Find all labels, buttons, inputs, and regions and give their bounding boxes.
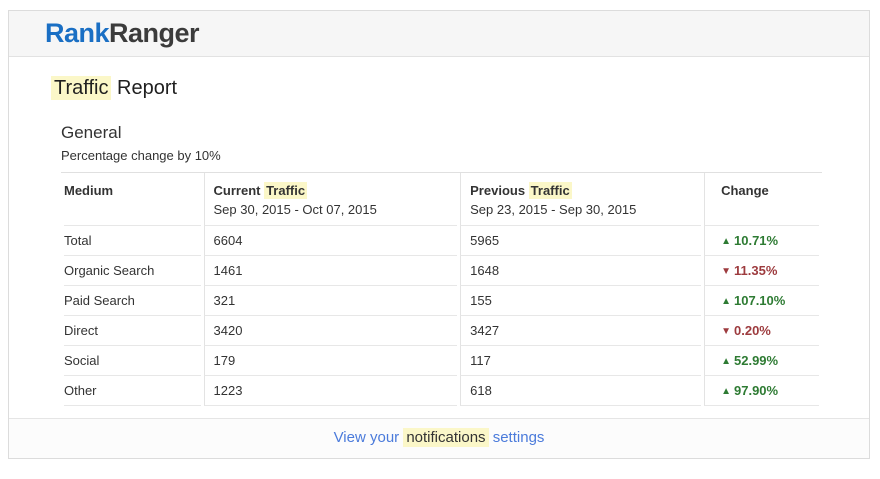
change-percent: 97.90% (734, 383, 779, 398)
current-cell: 321 (203, 286, 458, 316)
notification-settings-link[interactable]: View your notifications settings (333, 428, 545, 447)
change-value: ▲ 52.99% (721, 353, 778, 368)
column-header-previous: Previous Traffic Sep 23, 2015 - Sep 30, … (460, 173, 702, 226)
change-value: ▼ 0.20% (721, 323, 771, 338)
title-highlighted-word: Traffic (51, 76, 112, 100)
column-header-change: Change (704, 173, 819, 226)
trend-arrow-icon: ▼ (721, 326, 731, 337)
change-value: ▲ 97.90% (721, 383, 778, 398)
previous-label-prefix: Previous (470, 183, 529, 198)
change-cell: ▼ 11.35% (704, 256, 819, 286)
change-cell: ▲ 10.71% (704, 226, 819, 256)
column-header-current: Current Traffic Sep 30, 2015 - Oct 07, 2… (203, 173, 458, 226)
previous-cell: 117 (460, 346, 702, 376)
medium-cell: Direct (64, 316, 201, 346)
rankranger-logo[interactable]: RankRanger (45, 18, 200, 49)
report-content: Traffic Report General Percentage change… (9, 57, 869, 406)
page-title: Traffic Report (51, 76, 822, 100)
table-row: Total 6604 5965 ▲ 10.71% (64, 226, 819, 256)
current-traffic-label: Current Traffic (214, 182, 308, 199)
trend-arrow-icon: ▼ (721, 266, 731, 277)
previous-traffic-label: Previous Traffic (470, 182, 572, 199)
current-cell: 1223 (203, 376, 458, 406)
table-row: Social 179 117 ▲ 52.99% (64, 346, 819, 376)
medium-cell: Social (64, 346, 201, 376)
change-percent: 52.99% (734, 353, 779, 368)
current-label-highlight: Traffic (264, 182, 308, 199)
change-cell: ▲ 107.10% (704, 286, 819, 316)
logo-text-rank: Rank (45, 18, 110, 48)
previous-cell: 1648 (460, 256, 702, 286)
trend-arrow-icon: ▲ (721, 236, 731, 247)
change-cell: ▼ 0.20% (704, 316, 819, 346)
section-subtitle: Percentage change by 10% (61, 148, 221, 163)
trend-arrow-icon: ▲ (721, 296, 731, 307)
current-cell: 179 (203, 346, 458, 376)
change-percent: 11.35% (734, 263, 778, 278)
trend-arrow-icon: ▲ (721, 356, 731, 367)
current-cell: 6604 (203, 226, 458, 256)
previous-cell: 5965 (460, 226, 702, 256)
title-rest: Report (111, 77, 178, 99)
table-header-row: Medium Current Traffic Sep 30, 2015 - Oc… (64, 173, 819, 226)
previous-label-highlight: Traffic (528, 182, 572, 199)
medium-cell: Other (64, 376, 201, 406)
change-cell: ▲ 97.90% (704, 376, 819, 406)
report-card: RankRanger Traffic Report General Percen… (8, 10, 870, 459)
column-header-medium: Medium (64, 173, 201, 226)
section-heading: General (61, 123, 122, 142)
change-cell: ▲ 52.99% (704, 346, 819, 376)
change-percent: 10.71% (734, 233, 779, 248)
table-row: Other 1223 618 ▲ 97.90% (64, 376, 819, 406)
change-value: ▲ 10.71% (721, 233, 778, 248)
current-date-range: Sep 30, 2015 - Oct 07, 2015 (213, 202, 377, 217)
table-row: Direct 3420 3427 ▼ 0.20% (64, 316, 819, 346)
current-cell: 1461 (203, 256, 458, 286)
email-report-page: RankRanger Traffic Report General Percen… (8, 10, 870, 459)
table-row: Organic Search 1461 1648 ▼ 11.35% (64, 256, 819, 286)
header-band: RankRanger (9, 11, 869, 57)
change-value: ▼ 11.35% (721, 263, 777, 278)
previous-cell: 155 (460, 286, 702, 316)
general-section: General Percentage change by 10% Medium … (61, 123, 822, 406)
link-prefix: View your (333, 429, 404, 446)
change-percent: 107.10% (734, 293, 786, 308)
link-highlighted-word: notifications (403, 428, 489, 447)
medium-cell: Organic Search (64, 256, 201, 286)
current-label-prefix: Current (213, 183, 265, 198)
traffic-table: Medium Current Traffic Sep 30, 2015 - Oc… (61, 172, 822, 406)
previous-cell: 618 (460, 376, 702, 406)
previous-date-range: Sep 23, 2015 - Sep 30, 2015 (470, 202, 637, 217)
previous-cell: 3427 (460, 316, 702, 346)
table-row: Paid Search 321 155 ▲ 107.10% (64, 286, 819, 316)
link-suffix: settings (488, 429, 545, 446)
footer-band: View your notifications settings (9, 418, 869, 458)
change-value: ▲ 107.10% (721, 293, 785, 308)
medium-cell: Paid Search (64, 286, 201, 316)
current-cell: 3420 (203, 316, 458, 346)
medium-cell: Total (64, 226, 201, 256)
trend-arrow-icon: ▲ (721, 386, 731, 397)
change-percent: 0.20% (734, 323, 771, 338)
logo-text-ranger: Ranger (109, 18, 200, 48)
